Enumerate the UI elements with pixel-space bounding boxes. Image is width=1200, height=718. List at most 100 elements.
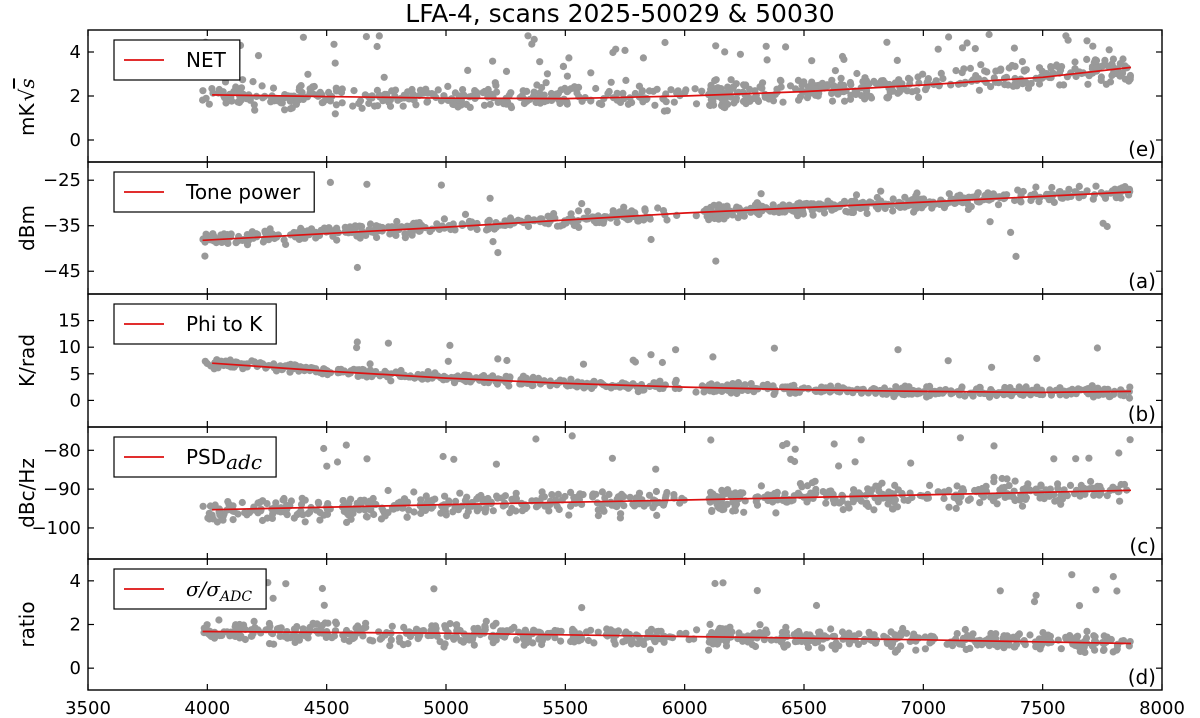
- data-point: [229, 516, 237, 524]
- data-point: [661, 38, 669, 47]
- data-point: [492, 619, 500, 627]
- data-point: [712, 257, 720, 265]
- data-point: [286, 97, 294, 105]
- data-point: [396, 638, 404, 646]
- data-point: [798, 483, 806, 491]
- data-point: [578, 97, 586, 105]
- legend: Phi to K: [113, 303, 277, 345]
- data-point: [263, 514, 271, 522]
- data-point: [842, 207, 850, 215]
- data-point: [1092, 586, 1100, 594]
- data-point: [349, 102, 357, 110]
- data-point: [976, 383, 984, 391]
- data-point: [647, 351, 655, 359]
- data-point: [867, 92, 875, 101]
- data-point: [720, 103, 728, 111]
- data-point: [865, 80, 873, 88]
- data-point: [219, 516, 227, 524]
- data-point: [575, 207, 583, 215]
- data-point: [823, 634, 831, 642]
- data-point: [410, 488, 418, 496]
- data-point: [295, 83, 304, 91]
- data-point: [434, 86, 442, 94]
- data-point: [1099, 646, 1108, 655]
- data-point: [491, 79, 499, 87]
- data-point: [538, 84, 546, 92]
- data-point: [808, 57, 816, 65]
- data-point: [332, 101, 340, 109]
- data-point: [1115, 449, 1123, 457]
- data-point: [565, 54, 573, 62]
- data-point: [1084, 385, 1092, 393]
- data-point: [1012, 252, 1020, 260]
- data-point: [465, 93, 474, 101]
- legend: Tone power: [113, 171, 315, 213]
- data-point: [318, 584, 326, 593]
- data-point: [568, 432, 576, 440]
- data-point: [598, 100, 606, 109]
- data-point: [809, 494, 817, 502]
- data-point: [622, 76, 630, 84]
- data-point: [283, 634, 291, 642]
- data-point: [726, 87, 734, 95]
- data-point: [1032, 591, 1040, 599]
- data-point: [339, 497, 347, 505]
- data-point: [553, 627, 562, 635]
- data-point: [1092, 64, 1101, 72]
- data-point: [974, 197, 982, 205]
- data-point: [1009, 82, 1017, 90]
- data-point: [486, 100, 494, 108]
- data-point: [798, 385, 806, 393]
- data-point: [330, 40, 338, 48]
- data-point: [333, 458, 342, 466]
- data-point: [681, 88, 689, 96]
- data-point: [621, 46, 629, 55]
- data-point: [353, 263, 361, 272]
- data-point: [742, 81, 750, 89]
- data-point: [209, 230, 217, 238]
- data-point: [518, 507, 527, 515]
- legend: PSDadc: [113, 436, 277, 478]
- data-point: [1113, 587, 1121, 595]
- x-tick-label: 5500: [542, 698, 588, 718]
- data-point: [1119, 55, 1127, 63]
- data-point: [201, 252, 209, 260]
- data-point: [754, 97, 763, 105]
- data-point: [986, 218, 994, 226]
- data-point: [753, 587, 761, 595]
- data-point: [320, 444, 328, 453]
- data-point: [1055, 496, 1063, 504]
- data-point: [1000, 74, 1009, 82]
- data-point: [854, 640, 863, 649]
- data-point: [1097, 76, 1105, 84]
- data-point: [990, 478, 998, 486]
- data-point: [898, 202, 907, 210]
- data-point: [584, 207, 592, 215]
- x-tick-label: 4000: [184, 698, 230, 718]
- data-point: [241, 509, 249, 517]
- data-point: [326, 97, 334, 105]
- data-point: [732, 80, 740, 88]
- data-point: [589, 491, 597, 499]
- data-point: [698, 87, 706, 95]
- data-point: [1071, 58, 1079, 66]
- data-point: [293, 96, 302, 104]
- data-point: [598, 488, 607, 496]
- data-point: [885, 84, 893, 92]
- data-point: [510, 623, 518, 632]
- data-point: [459, 86, 467, 94]
- data-point: [649, 504, 657, 512]
- data-point: [926, 481, 934, 489]
- fit-line: [212, 489, 1132, 511]
- data-point: [557, 637, 565, 645]
- data-point: [667, 633, 675, 641]
- data-point: [709, 636, 717, 644]
- panel-tag: (b): [1128, 402, 1156, 426]
- data-point: [593, 499, 601, 507]
- data-point: [368, 92, 376, 100]
- data-point: [212, 239, 220, 247]
- data-point: [653, 381, 661, 389]
- data-point: [384, 486, 392, 495]
